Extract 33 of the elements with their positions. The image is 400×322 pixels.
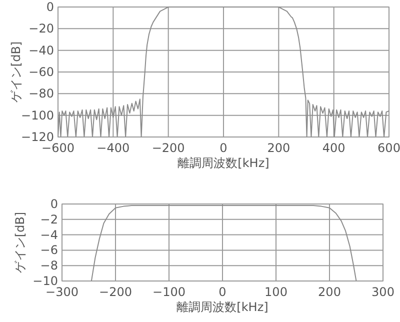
y-axis-title: ゲイン[dB] <box>13 212 27 274</box>
x-tick-label: −200 <box>99 285 132 299</box>
x-tick-label: −200 <box>152 141 185 155</box>
y-tick-label: −60 <box>28 65 54 79</box>
y-tick-label: −6 <box>40 243 58 258</box>
x-tick-label: 100 <box>264 285 288 299</box>
x-axis-title: 離調周波数[kHz] <box>176 300 268 314</box>
y-tick-label: −100 <box>21 108 54 122</box>
x-tick-label: −100 <box>152 285 186 299</box>
x-tick-label: 300 <box>372 285 394 299</box>
x-tick-label: 0 <box>218 285 226 299</box>
x-axis-title: 離調周波数[kHz] <box>178 156 270 170</box>
y-tick-label: −8 <box>40 258 58 273</box>
y-tick-label: 0 <box>50 197 58 211</box>
x-tick-label: 0 <box>220 141 228 155</box>
line-series <box>58 6 389 137</box>
x-tick-label: 600 <box>378 141 400 155</box>
y-tick-label: 0 <box>46 0 54 14</box>
y-tick-label: −2 <box>40 212 58 226</box>
x-tick-label: 200 <box>267 141 290 155</box>
y-tick-label: −40 <box>28 43 54 58</box>
x-tick-label: −400 <box>96 141 130 155</box>
y-tick-label: −10 <box>32 274 58 288</box>
x-tick-label: 200 <box>318 285 341 299</box>
x-tick-label: −600 <box>42 141 74 155</box>
x-tick-label: 400 <box>322 141 346 155</box>
y-tick-label: −80 <box>28 86 54 101</box>
y-tick-label: −20 <box>28 22 54 36</box>
line-series <box>90 205 357 281</box>
x-tick-label: −300 <box>46 285 78 299</box>
y-axis-title: ゲイン[dB] <box>9 41 23 103</box>
y-tick-label: −4 <box>40 228 58 242</box>
y-tick-label: −120 <box>21 130 54 144</box>
